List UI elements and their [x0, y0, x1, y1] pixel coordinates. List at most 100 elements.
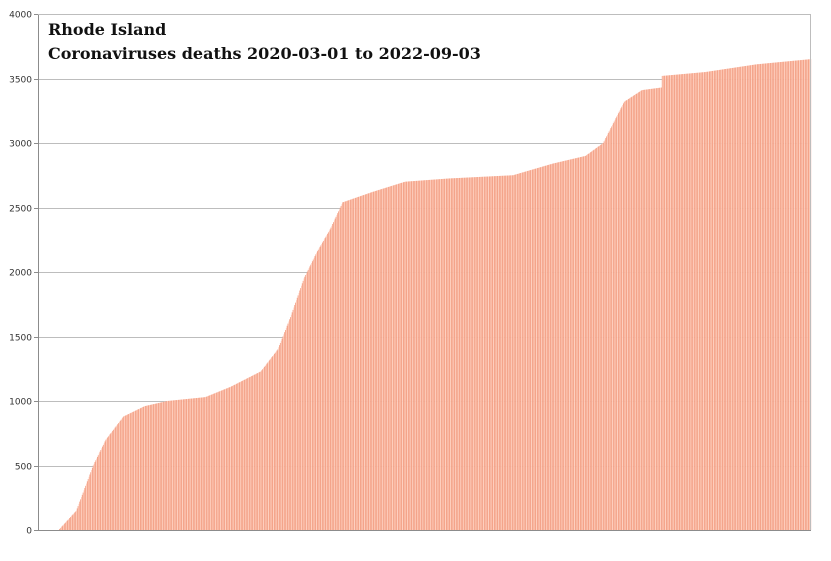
bar: [86, 483, 88, 530]
bar: [193, 398, 195, 530]
bar: [317, 251, 319, 530]
bar: [145, 405, 147, 530]
bar: [349, 199, 351, 531]
bar: [236, 383, 238, 530]
bar: [114, 427, 116, 530]
bar: [741, 66, 743, 530]
bar: [121, 418, 123, 530]
bar: [161, 402, 163, 530]
bar: [618, 111, 620, 530]
bar: [225, 388, 227, 530]
bar: [333, 222, 335, 530]
bar: [432, 179, 434, 530]
bar: [324, 238, 326, 530]
bars: [59, 59, 812, 531]
bar: [695, 72, 697, 530]
bar: [485, 176, 487, 531]
bar: [524, 171, 526, 531]
bar: [536, 168, 538, 530]
bar: [461, 177, 463, 530]
bar: [433, 179, 435, 530]
bar: [577, 157, 579, 530]
bar: [66, 520, 68, 530]
bar: [140, 408, 141, 530]
bar: [105, 439, 107, 530]
bar: [794, 60, 796, 531]
y-tick-label: 4000: [9, 11, 32, 21]
bar: [69, 518, 71, 530]
bar: [581, 156, 583, 530]
bar: [678, 74, 680, 531]
bar: [716, 70, 718, 531]
bar: [59, 528, 61, 530]
bar: [216, 392, 218, 530]
bar: [300, 288, 302, 531]
bar: [175, 400, 177, 530]
bar: [466, 177, 468, 530]
bar: [304, 276, 306, 530]
bar: [724, 69, 726, 530]
bar: [338, 211, 340, 530]
bar: [364, 194, 366, 531]
bar: [401, 182, 403, 530]
bar: [272, 355, 274, 530]
bar: [676, 74, 678, 531]
bar: [783, 61, 785, 530]
bar: [354, 198, 356, 530]
bar: [337, 213, 339, 530]
bar: [393, 185, 395, 530]
bar: [669, 75, 671, 531]
bar: [348, 200, 350, 530]
bar: [419, 180, 421, 530]
bar: [768, 63, 770, 530]
bar: [482, 176, 484, 530]
bar: [579, 157, 581, 531]
bar: [494, 176, 496, 530]
bar: [707, 71, 709, 531]
bar: [173, 400, 175, 530]
bar: [150, 404, 152, 530]
bar: [585, 155, 587, 531]
bar: [370, 192, 372, 531]
bar: [735, 67, 737, 530]
bar: [687, 73, 689, 530]
bar: [639, 91, 641, 531]
bar: [241, 381, 243, 530]
bar: [539, 167, 541, 530]
bar: [286, 325, 288, 530]
bar: [240, 381, 242, 530]
bar: [195, 398, 197, 530]
bar: [808, 59, 810, 531]
bar: [531, 169, 533, 530]
bar: [606, 136, 608, 530]
bar: [194, 398, 196, 530]
bar: [587, 154, 589, 530]
bar: [120, 419, 122, 530]
bar: [294, 305, 296, 530]
bar: [323, 239, 325, 530]
bar: [191, 398, 193, 530]
bar: [167, 400, 169, 530]
bar: [298, 292, 300, 530]
bar: [738, 66, 740, 530]
bar: [149, 405, 151, 530]
bar: [245, 379, 247, 530]
bar: [499, 175, 501, 530]
bar: [530, 170, 532, 530]
bar: [538, 167, 540, 530]
bar: [62, 525, 64, 530]
bar: [439, 179, 441, 530]
bar: [382, 188, 384, 530]
bar: [416, 180, 418, 530]
bar: [515, 174, 517, 530]
bar: [451, 178, 453, 530]
bar: [244, 379, 246, 530]
bar: [157, 403, 159, 530]
bar: [223, 389, 225, 530]
bar: [494, 176, 496, 530]
bar: [61, 526, 63, 530]
bar: [70, 516, 72, 530]
bar: [207, 396, 209, 530]
bar: [702, 72, 704, 530]
